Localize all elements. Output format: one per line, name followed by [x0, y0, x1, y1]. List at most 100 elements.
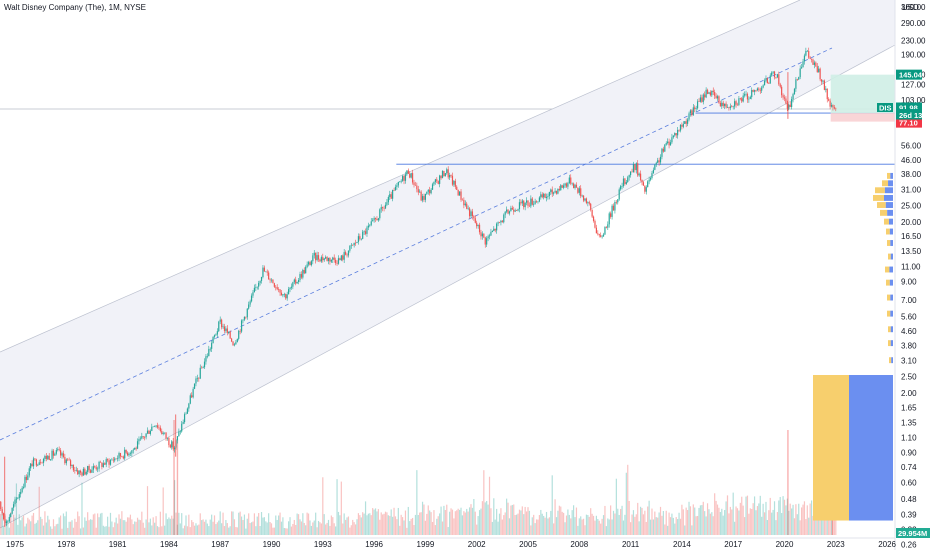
- candle-body: [232, 341, 234, 346]
- candle-body: [792, 94, 794, 100]
- candle-body: [705, 89, 707, 98]
- candle-body: [664, 144, 666, 152]
- volume-bar: [61, 528, 63, 535]
- countdown-tag-bg: [896, 111, 922, 120]
- volume-bar: [259, 525, 261, 535]
- volume-bar: [610, 505, 612, 535]
- volume-bar: [203, 521, 206, 535]
- volume-bar: [329, 525, 331, 535]
- volume-bar: [447, 527, 449, 535]
- candle-body: [339, 258, 341, 261]
- candle-body: [144, 436, 146, 438]
- volume-bar: [624, 514, 626, 535]
- time-tick-label: 2017: [724, 540, 742, 549]
- volume-bar: [84, 517, 86, 535]
- candle-body: [134, 447, 136, 450]
- volume-bar: [278, 515, 280, 535]
- candle-body: [360, 238, 362, 240]
- candle-body: [416, 185, 418, 190]
- volume-bar: [282, 517, 284, 535]
- volume-bar: [689, 506, 692, 535]
- candle-body: [216, 331, 218, 335]
- volume-bar: [461, 515, 464, 535]
- candle-body: [198, 377, 200, 379]
- volume-bar: [781, 513, 783, 535]
- candle-body: [303, 270, 305, 274]
- volume-bar: [755, 510, 757, 535]
- volume-bar: [571, 510, 573, 535]
- candle-body: [79, 470, 82, 473]
- volume-bar: [553, 523, 555, 535]
- candle-body: [313, 252, 315, 256]
- volume-bar: [573, 505, 575, 535]
- candle-body: [363, 231, 365, 232]
- position-tool[interactable]: [830, 74, 895, 122]
- volume-bar: [548, 517, 550, 535]
- volume-bar: [52, 519, 55, 535]
- candle-body: [292, 282, 294, 287]
- volume-bar: [270, 523, 273, 535]
- candle-body: [486, 238, 488, 245]
- candle-body: [786, 103, 788, 109]
- volume-bar: [769, 497, 771, 535]
- candle-body: [124, 449, 126, 459]
- volume-bar: [541, 513, 543, 535]
- candle-body: [222, 326, 224, 328]
- volume-bar: [585, 514, 588, 535]
- volume-bar: [11, 522, 13, 535]
- candle-body: [648, 179, 650, 182]
- price-tick-label: 5.60: [901, 313, 917, 322]
- candle-body: [538, 197, 540, 202]
- candle-body: [823, 80, 825, 90]
- candle-body: [279, 289, 281, 293]
- candle-body: [28, 468, 30, 476]
- candle-body: [818, 68, 820, 73]
- volume-bar: [359, 515, 361, 535]
- volume-bar: [550, 510, 552, 535]
- volume-bar: [101, 512, 103, 535]
- candle-body: [165, 432, 167, 439]
- candle-body: [172, 441, 174, 450]
- candle-body: [658, 160, 660, 163]
- candle-body: [518, 202, 521, 210]
- volume-bar: [719, 512, 721, 535]
- volume-bar: [152, 517, 154, 535]
- volume-bar: [235, 527, 237, 535]
- volume-bar: [434, 525, 436, 535]
- candle-body: [326, 257, 328, 261]
- candle-body: [597, 233, 599, 235]
- candle-body: [202, 367, 204, 369]
- volume-bar: [260, 512, 263, 535]
- volume-bar: [92, 514, 94, 535]
- candle-body: [722, 102, 724, 106]
- volume-bar: [132, 524, 134, 535]
- candle-body: [832, 105, 834, 108]
- volume-bar: [766, 520, 768, 535]
- candle-body: [186, 408, 189, 414]
- volume-bar: [135, 521, 137, 535]
- volume-bar: [330, 515, 332, 535]
- volume-bar: [795, 504, 797, 535]
- volume-bar: [761, 516, 763, 535]
- candle-body: [592, 216, 595, 221]
- time-axis[interactable]: 1975 1978 1981 1984 1987 1990 1993 1996 1999 2002…: [0, 537, 897, 549]
- volume-bar: [332, 517, 334, 535]
- volume-bar: [179, 523, 181, 535]
- candle-body: [250, 295, 253, 302]
- volume-bar: [514, 515, 516, 535]
- candle-body: [669, 142, 672, 146]
- volume-bar: [793, 518, 796, 535]
- candle-body: [417, 189, 419, 193]
- volume-bar: [27, 517, 29, 535]
- candle-body: [830, 105, 833, 107]
- candle-body: [419, 191, 421, 193]
- volume-bar: [669, 517, 672, 535]
- candle-body: [52, 450, 55, 456]
- candle-body: [179, 431, 181, 433]
- volume-bar: [802, 504, 804, 535]
- volume-bar: [317, 520, 320, 535]
- candle-body: [610, 213, 612, 217]
- candle-body: [309, 262, 311, 266]
- volume-bar: [20, 520, 22, 535]
